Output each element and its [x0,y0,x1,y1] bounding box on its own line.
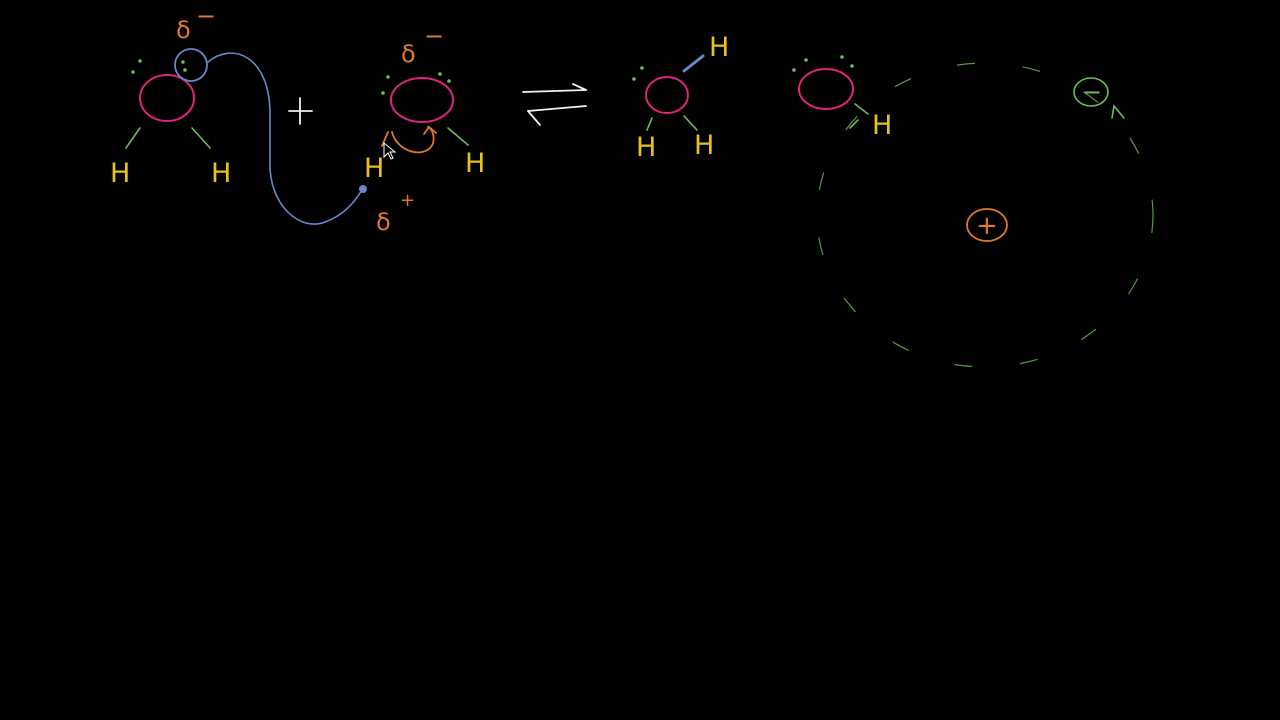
water-molecule-left: H H δ − [110,2,231,189]
hydrogen-label: H [110,158,130,189]
lone-pair-circle [174,48,208,82]
hydrogen-label: H [709,32,729,63]
oxygen-atom [798,68,854,110]
hydrogen-label: H [211,158,231,189]
hydroxide-ion: H [792,55,892,141]
partial-positive-delta: δ [376,208,391,236]
hydronium-ion: H H H [632,32,729,163]
positive-charge-sign: + [976,211,998,241]
bond-line [447,127,469,146]
oxygen-atom [645,76,689,114]
partial-negative-delta: δ [176,16,191,44]
plus-sign-operator [288,97,313,125]
oxygen-atom [390,77,454,123]
negative-charge-sign: − [1082,78,1102,106]
equilibrium-arrows [522,83,587,126]
bond-line [683,115,698,131]
hydrogen-label: H [364,153,384,184]
oxygen-atom [139,74,195,122]
electron-dot [359,185,367,193]
dashed-boundary [816,62,1154,368]
hydrogen-bond-curve [207,52,363,225]
new-bond-line [682,54,705,73]
bond-line [646,117,653,131]
hydrogen-label: H [636,132,656,163]
partial-positive-sign: + [400,190,415,211]
hydrogen-label: H [872,110,892,141]
positive-charge-circle [966,208,1008,242]
charge-region: + − [816,62,1154,368]
water-molecule-right: H H δ − δ + [364,22,485,236]
partial-negative-delta: δ [401,40,416,68]
partial-negative-sign: − [424,22,444,50]
electron-flow-arrow [391,126,435,154]
bond-line [125,127,141,149]
hydrogen-label: H [694,130,714,161]
partial-negative-sign: − [196,2,216,30]
bond-line [854,103,869,115]
negative-charge-circle [1073,77,1109,107]
hydrogen-label: H [465,148,485,179]
cursor-icon [383,141,397,160]
bond-line [191,127,211,149]
